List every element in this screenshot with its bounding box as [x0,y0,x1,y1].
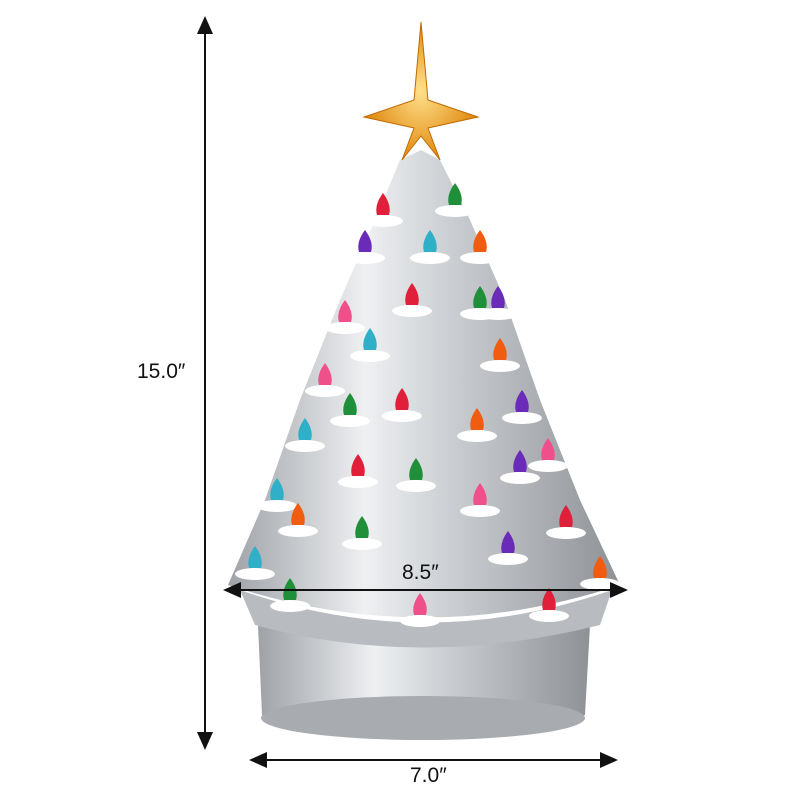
snow-tip [528,460,568,472]
snow-tip [502,412,542,424]
light-bulb [501,531,515,553]
light-bulb [248,546,262,568]
snow-tip [345,252,385,264]
light-bulb [355,516,369,538]
light-bulb [318,363,332,385]
base-width-label: 7.0″ [410,764,447,787]
light-bulbs [248,183,607,615]
width-label: 8.5″ [402,561,439,584]
light-bulb [298,418,312,440]
snow-tip [285,440,325,452]
light-bulb [405,283,419,305]
light-bulb [448,183,462,205]
snow-tip [460,252,500,264]
snow-tip [410,252,450,264]
light-bulb [423,230,437,252]
light-bulb [291,503,305,525]
snow-tip [350,350,390,362]
light-bulb [409,458,423,480]
snow-tip [580,578,620,590]
snow-tip [435,205,475,217]
snow-tip [235,568,275,580]
light-bulb [473,230,487,252]
light-bulb [513,450,527,472]
light-bulb [593,556,607,578]
snow-tip [396,480,436,492]
light-bulb [515,390,529,412]
snow-tip [457,430,497,442]
snow-tip [338,476,378,488]
snow-tip [478,308,518,320]
light-bulb [395,388,409,410]
light-bulb [338,300,352,322]
snow-tip [488,553,528,565]
tree-base [258,625,590,740]
light-bulb [559,505,573,527]
snow-tip [363,215,403,227]
snow-tip [500,472,540,484]
snow-tip [546,527,586,539]
light-bulb [473,483,487,505]
snow-tip [400,615,440,627]
light-bulb [413,593,427,615]
snow-tip [480,360,520,372]
light-bulb [351,454,365,476]
height-label: 15.0″ [137,360,186,383]
snow-tips [235,205,620,627]
light-bulb [358,230,372,252]
snow-tip [257,500,297,512]
light-bulb [376,193,390,215]
light-bulb [493,338,507,360]
star-topper [362,21,480,161]
light-bulb [470,408,484,430]
snow-tip [460,505,500,517]
light-bulb [270,478,284,500]
snow-tip [382,410,422,422]
snow-tip [392,305,432,317]
snow-tip [325,322,365,334]
tree-body [228,150,620,648]
snow-tip [342,538,382,550]
snow-tip [270,600,310,612]
light-bulb [541,438,555,460]
light-bulb [363,328,377,350]
snow-tip [330,415,370,427]
light-bulb [491,286,505,308]
light-bulb [343,393,357,415]
snow-tip [529,610,569,622]
snow-tip [278,525,318,537]
snow-tip [305,385,345,397]
light-bulb [473,286,487,308]
